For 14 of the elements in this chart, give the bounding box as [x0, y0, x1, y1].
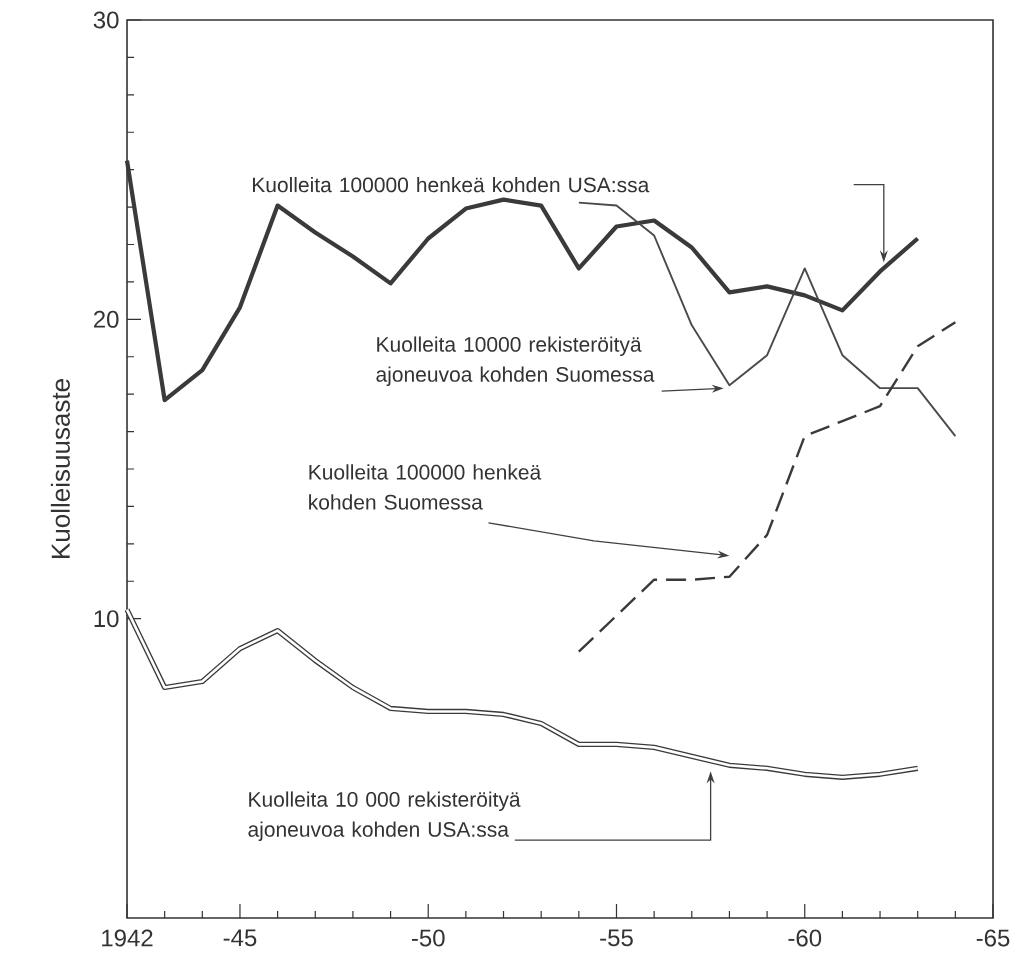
- text: Kuolleita 10 000 rekisteröityä ajoneuvoa kohden USA:ssa: [248, 791, 521, 841]
- y-tick-label: 30: [93, 11, 119, 29]
- x-tick-label: -60: [788, 929, 822, 947]
- y-tick-label: 20: [93, 310, 119, 328]
- x-tick-label: -45: [223, 929, 257, 947]
- y-tick-label: 10: [94, 610, 119, 628]
- x-tick-label: -65: [976, 929, 1010, 947]
- x-tick-label: -50: [411, 929, 445, 947]
- y-axis-title: Kuolleisuusaste: [50, 379, 70, 558]
- text: Kuolleita 100000 henkeä kohden Suomessa: [309, 464, 542, 510]
- x-tick-label: 1942: [102, 929, 153, 947]
- series-label: Kuolleita 100000 henkeä kohden USA:ssa: [252, 176, 650, 193]
- x-tick-label: -55: [600, 929, 633, 947]
- series-label: Kuolleita 10000 rekisteröityä ajoneuvoa kohden Suomessa: [376, 336, 655, 387]
